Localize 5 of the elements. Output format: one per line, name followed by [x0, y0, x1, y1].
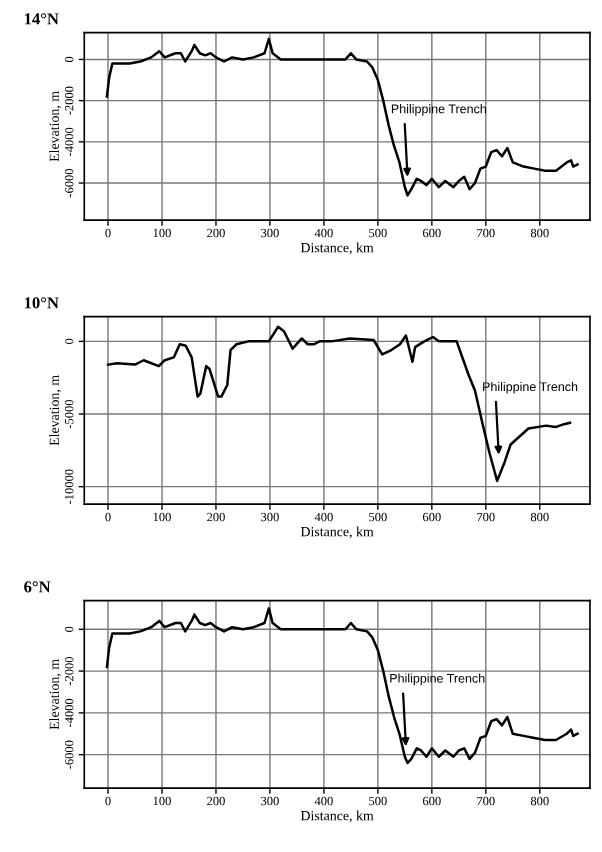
line-series	[105, 37, 579, 197]
chart-title: 6°N	[24, 581, 51, 593]
chart-title: 10°N	[24, 297, 59, 309]
line-series	[105, 607, 579, 765]
chart-title: 14°N	[24, 13, 59, 25]
